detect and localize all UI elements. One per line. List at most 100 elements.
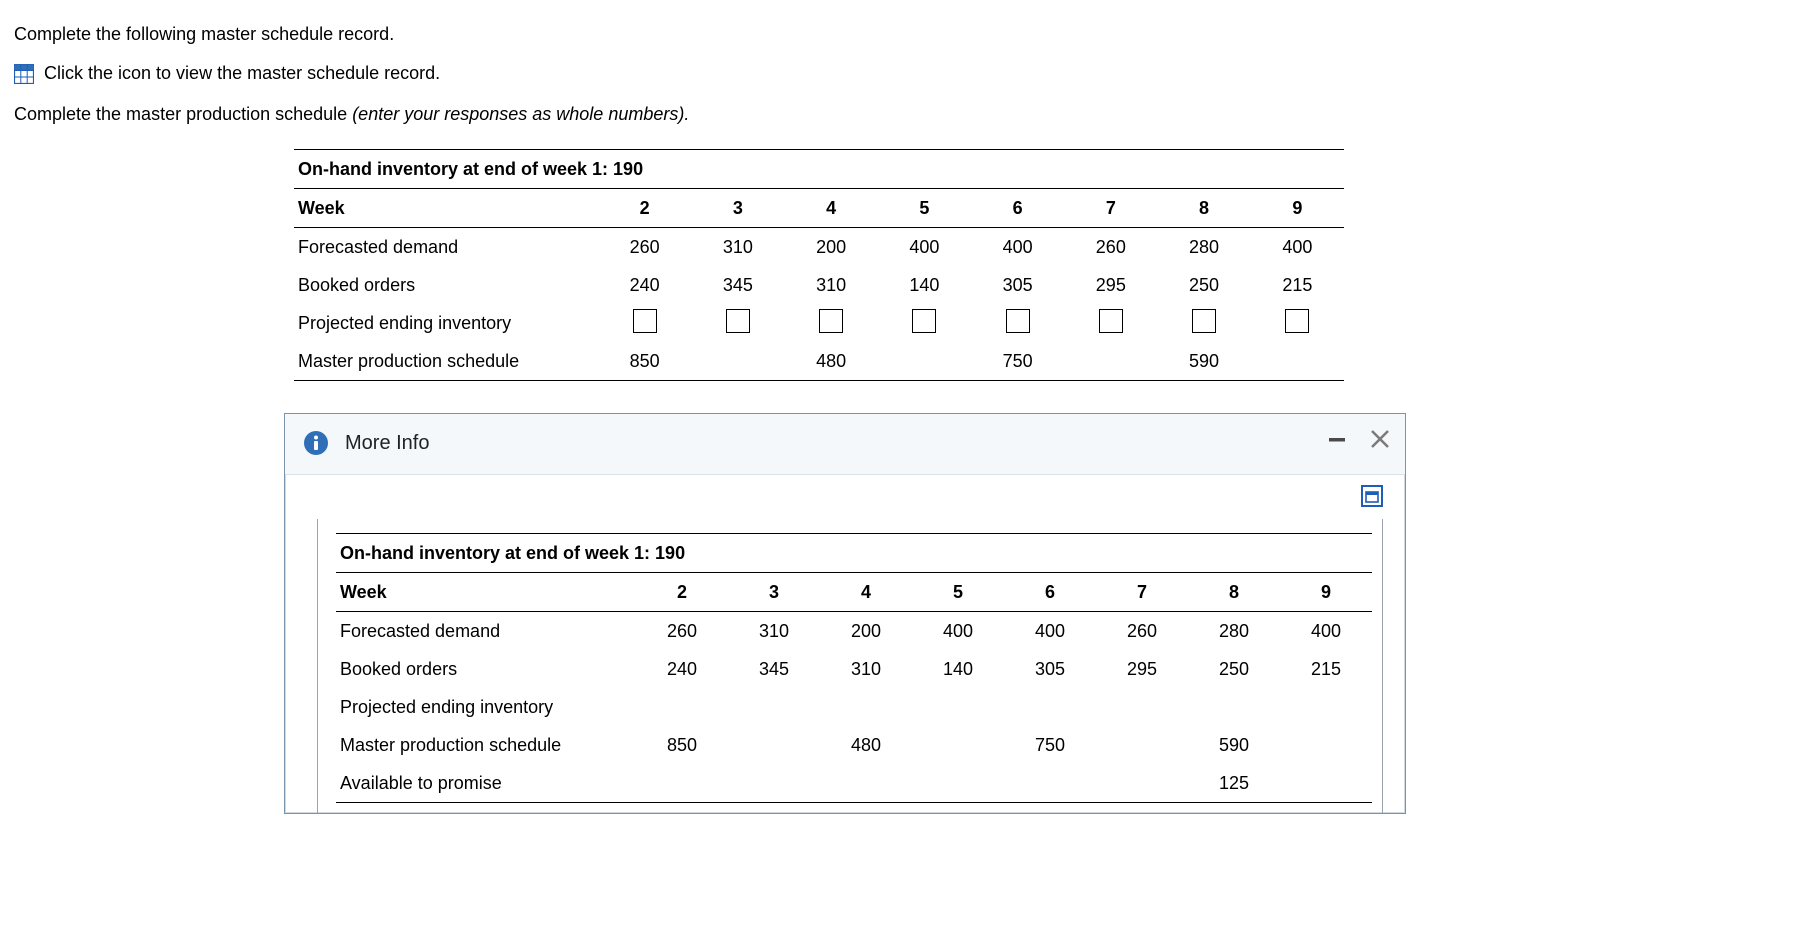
ref-week-8: 8	[1188, 573, 1280, 612]
proj-input-w2[interactable]	[633, 309, 657, 333]
ref-forecast-w6: 400	[1004, 612, 1096, 651]
mps-w2: 850	[598, 342, 691, 381]
more-info-title: More Info	[345, 432, 429, 455]
ref-mps-w2: 850	[636, 726, 728, 764]
booked-w5: 140	[878, 266, 971, 304]
ref-forecast-w8: 280	[1188, 612, 1280, 651]
grid-icon[interactable]	[14, 64, 34, 84]
ref-week-2: 2	[636, 573, 728, 612]
ref-mps-w7	[1096, 726, 1188, 764]
icon-link-text[interactable]: Click the icon to view the master schedu…	[44, 63, 440, 84]
line3-hint: (enter your responses as whole numbers).	[352, 104, 689, 124]
row-week-label: Week	[294, 189, 598, 228]
ref-mps-w8: 590	[1188, 726, 1280, 764]
ref-booked-w2: 240	[636, 650, 728, 688]
ref-atp-w2	[636, 764, 728, 803]
proj-input-w5[interactable]	[912, 309, 936, 333]
proj-input-w6[interactable]	[1006, 309, 1030, 333]
mps-w6: 750	[971, 342, 1064, 381]
ref-mps-w9	[1280, 726, 1372, 764]
ref-week-7: 7	[1096, 573, 1188, 612]
proj-input-w3[interactable]	[726, 309, 750, 333]
row-booked-label: Booked orders	[294, 266, 598, 304]
ref-row-proj-label: Projected ending inventory	[336, 688, 636, 726]
ref-row-forecast-label: Forecasted demand	[336, 612, 636, 651]
mps-w8: 590	[1157, 342, 1250, 381]
ref-proj-w5	[912, 688, 1004, 726]
ref-forecast-w3: 310	[728, 612, 820, 651]
master-schedule-table: On-hand inventory at end of week 1: 190 …	[294, 149, 1344, 381]
proj-input-w8[interactable]	[1192, 309, 1216, 333]
ref-booked-w6: 305	[1004, 650, 1096, 688]
ref-proj-w2	[636, 688, 728, 726]
question-line-3: Complete the master production schedule …	[14, 104, 1794, 125]
proj-input-w7[interactable]	[1099, 309, 1123, 333]
mps-w4: 480	[785, 342, 878, 381]
popout-icon[interactable]	[1361, 485, 1383, 507]
week-4: 4	[785, 189, 878, 228]
ref-forecast-w4: 200	[820, 612, 912, 651]
week-7: 7	[1064, 189, 1157, 228]
proj-input-w4[interactable]	[819, 309, 843, 333]
ref-forecast-w2: 260	[636, 612, 728, 651]
mps-w9	[1251, 342, 1344, 381]
mps-w3	[691, 342, 784, 381]
mps-w5	[878, 342, 971, 381]
ref-week-9: 9	[1280, 573, 1372, 612]
forecast-w3: 310	[691, 228, 784, 267]
ref-mps-w3	[728, 726, 820, 764]
booked-w7: 295	[1064, 266, 1157, 304]
ref-booked-w8: 250	[1188, 650, 1280, 688]
week-8: 8	[1157, 189, 1250, 228]
ref-proj-w9	[1280, 688, 1372, 726]
info-icon	[303, 430, 329, 456]
ref-booked-w7: 295	[1096, 650, 1188, 688]
line3-text: Complete the master production schedule	[14, 104, 352, 124]
ref-atp-w6	[1004, 764, 1096, 803]
week-6: 6	[971, 189, 1064, 228]
ref-week-6: 6	[1004, 573, 1096, 612]
ref-proj-w7	[1096, 688, 1188, 726]
row-proj-label: Projected ending inventory	[294, 304, 598, 342]
ref-week-3: 3	[728, 573, 820, 612]
ref-atp-w4	[820, 764, 912, 803]
ref-forecast-w5: 400	[912, 612, 1004, 651]
ref-row-week-label: Week	[336, 573, 636, 612]
booked-w9: 215	[1251, 266, 1344, 304]
ref-onhand-title: On-hand inventory at end of week 1: 190	[336, 534, 1372, 573]
ref-atp-w8: 125	[1188, 764, 1280, 803]
row-mps-label: Master production schedule	[294, 342, 598, 381]
ref-mps-w4: 480	[820, 726, 912, 764]
booked-w6: 305	[971, 266, 1064, 304]
proj-input-w9[interactable]	[1285, 309, 1309, 333]
ref-atp-w7	[1096, 764, 1188, 803]
forecast-w9: 400	[1251, 228, 1344, 267]
ref-forecast-w9: 400	[1280, 612, 1372, 651]
week-5: 5	[878, 189, 971, 228]
ref-mps-w6: 750	[1004, 726, 1096, 764]
minimize-icon[interactable]	[1327, 429, 1347, 454]
booked-w8: 250	[1157, 266, 1250, 304]
forecast-w5: 400	[878, 228, 971, 267]
week-9: 9	[1251, 189, 1344, 228]
week-3: 3	[691, 189, 784, 228]
ref-atp-w3	[728, 764, 820, 803]
forecast-w4: 200	[785, 228, 878, 267]
forecast-w6: 400	[971, 228, 1064, 267]
ref-atp-w5	[912, 764, 1004, 803]
ref-proj-w8	[1188, 688, 1280, 726]
onhand-title: On-hand inventory at end of week 1: 190	[294, 150, 1344, 189]
ref-booked-w4: 310	[820, 650, 912, 688]
ref-row-atp-label: Available to promise	[336, 764, 636, 803]
ref-proj-w4	[820, 688, 912, 726]
ref-row-booked-label: Booked orders	[336, 650, 636, 688]
booked-w2: 240	[598, 266, 691, 304]
booked-w3: 345	[691, 266, 784, 304]
question-line-1: Complete the following master schedule r…	[14, 24, 1794, 45]
forecast-w8: 280	[1157, 228, 1250, 267]
ref-proj-w3	[728, 688, 820, 726]
mps-w7	[1064, 342, 1157, 381]
booked-w4: 310	[785, 266, 878, 304]
reference-schedule-table: On-hand inventory at end of week 1: 190 …	[336, 533, 1372, 803]
close-icon[interactable]	[1369, 428, 1391, 455]
